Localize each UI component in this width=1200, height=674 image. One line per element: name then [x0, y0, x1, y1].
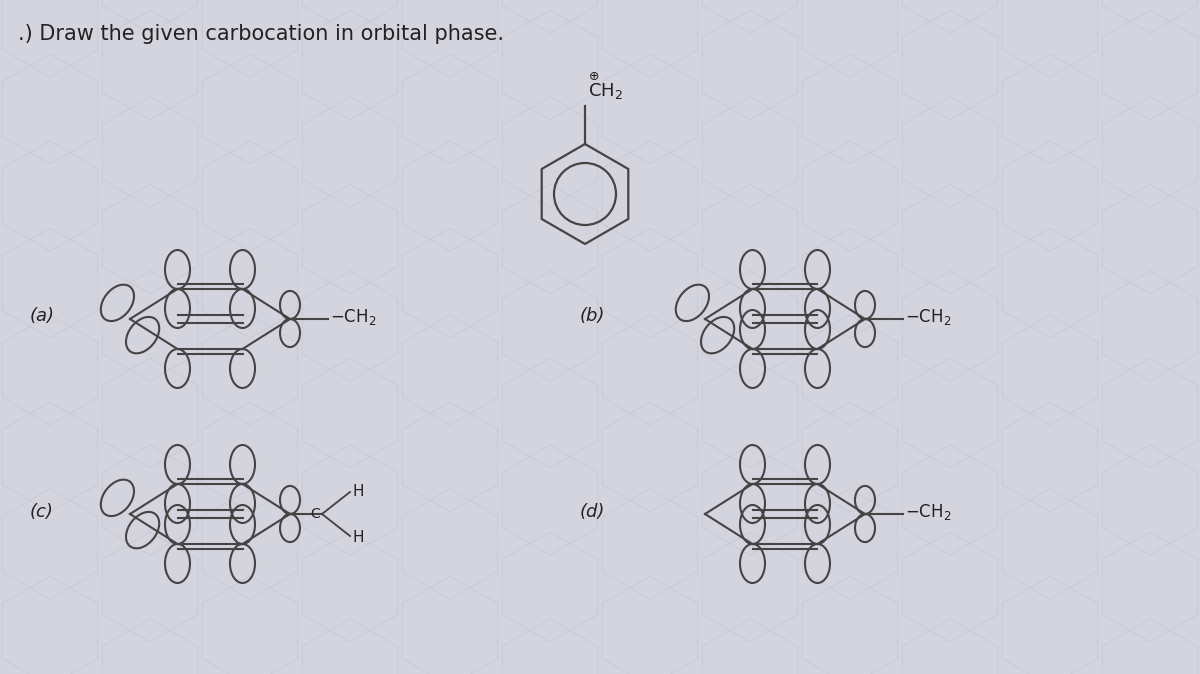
- Text: .) Draw the given carbocation in orbital phase.: .) Draw the given carbocation in orbital…: [18, 24, 504, 44]
- Text: $-$CH$_2$: $-$CH$_2$: [905, 502, 952, 522]
- Text: $-$CH$_2$: $-$CH$_2$: [330, 307, 377, 327]
- Text: H: H: [352, 530, 364, 545]
- Text: (a): (a): [30, 307, 55, 325]
- Text: (c): (c): [30, 503, 54, 521]
- Text: (d): (d): [580, 503, 605, 521]
- Text: H: H: [352, 483, 364, 499]
- Text: C: C: [311, 507, 320, 521]
- Text: $-$CH$_2$: $-$CH$_2$: [905, 307, 952, 327]
- Text: CH$_2$: CH$_2$: [588, 81, 623, 101]
- Text: (b): (b): [580, 307, 605, 325]
- Text: $\oplus$: $\oplus$: [588, 69, 599, 82]
